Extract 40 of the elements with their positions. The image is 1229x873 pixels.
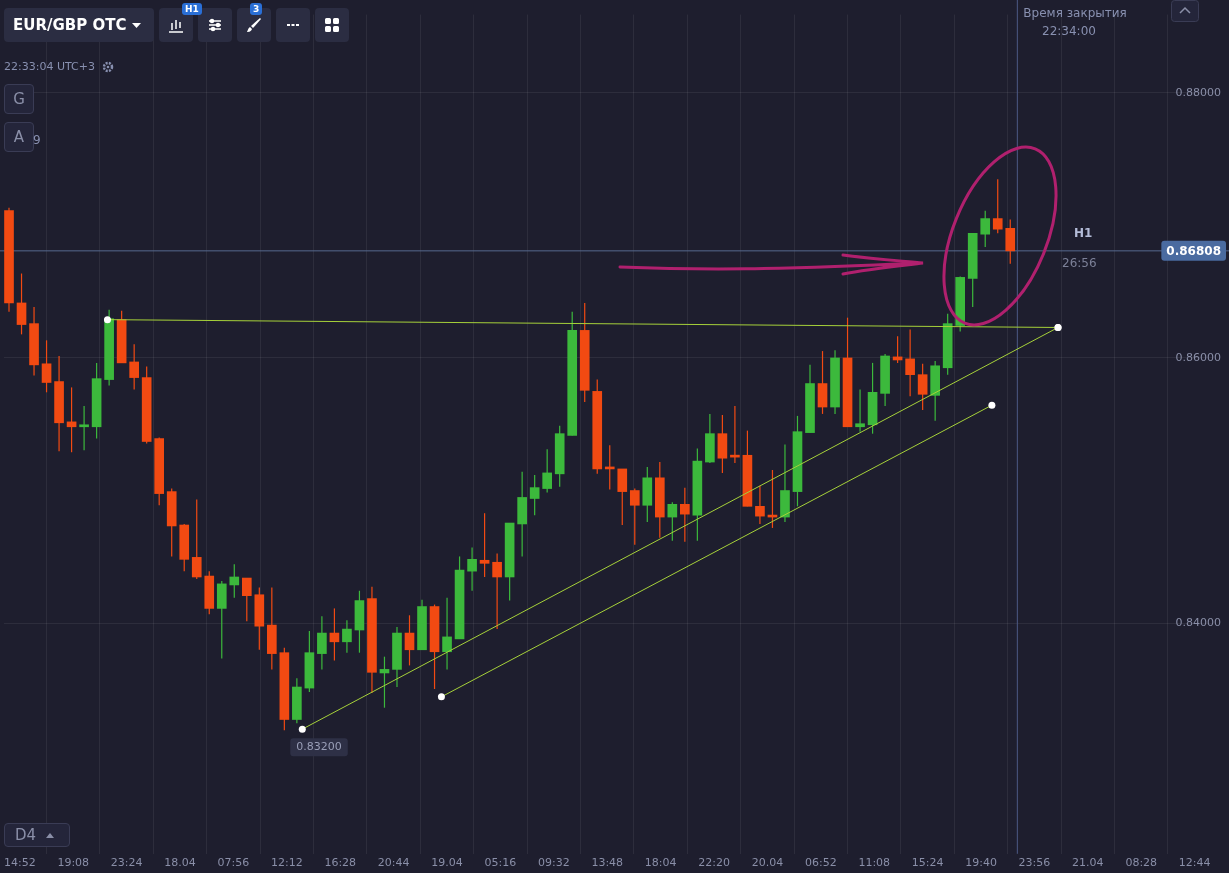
annotation: 9 — [33, 133, 41, 147]
chart-title: EUR/GBP OTC — [13, 16, 127, 34]
annotation: G — [13, 90, 25, 108]
annotation: D4 — [15, 826, 37, 844]
ref-line-label: 0.86808 — [1166, 243, 1221, 258]
x-tick-label: 08:28 — [1125, 856, 1158, 870]
x-tick-label: 12:44 — [1178, 856, 1211, 870]
annotation: 22:34:00 — [1042, 24, 1096, 38]
x-tick-label: 20:44 — [377, 856, 410, 870]
x-tick-label: 16:28 — [324, 856, 357, 870]
x-tick-label: 23:24 — [110, 856, 143, 870]
annotation: A — [13, 128, 25, 146]
x-tick-label: 07:56 — [217, 856, 250, 870]
x-tick-label: 13:48 — [591, 856, 624, 870]
x-tick-label: 14:52 — [4, 856, 36, 870]
y-tick-label: 0.88000 — [1175, 85, 1221, 99]
x-tick-label: 20.04 — [751, 856, 784, 870]
x-tick-label: 19.04 — [431, 856, 463, 870]
x-tick-label: 21.04 — [1072, 856, 1104, 870]
annotation: 26:56 — [1062, 256, 1097, 270]
x-tick-label: 12:12 — [271, 856, 303, 870]
x-tick-label: 15:24 — [911, 856, 944, 870]
x-tick-label: 05:16 — [484, 856, 517, 870]
text: 3 — [250, 3, 263, 15]
x-tick-label: 18:04 — [644, 856, 677, 870]
x-tick-label: 19:40 — [965, 856, 997, 870]
x-tick-label: 06:52 — [805, 856, 837, 870]
x-tick-label: 23:56 — [1018, 856, 1051, 870]
ref-line-label: Время закрытия — [1023, 6, 1127, 21]
x-tick-label: 22:20 — [698, 856, 730, 870]
text: 22:33:04 UTC+3 — [4, 60, 95, 73]
y-tick-label: 0.84000 — [1175, 615, 1221, 629]
annotation: 0.83200 — [296, 740, 342, 754]
x-tick-label: 19:08 — [57, 856, 90, 870]
x-tick-label: 09:32 — [538, 856, 570, 870]
text: H1 — [182, 3, 202, 15]
x-tick-label: 11:08 — [858, 856, 891, 870]
annotation: H1 — [1074, 226, 1093, 240]
y-tick-label: 0.86000 — [1175, 350, 1221, 364]
x-tick-label: 18.04 — [164, 856, 196, 870]
